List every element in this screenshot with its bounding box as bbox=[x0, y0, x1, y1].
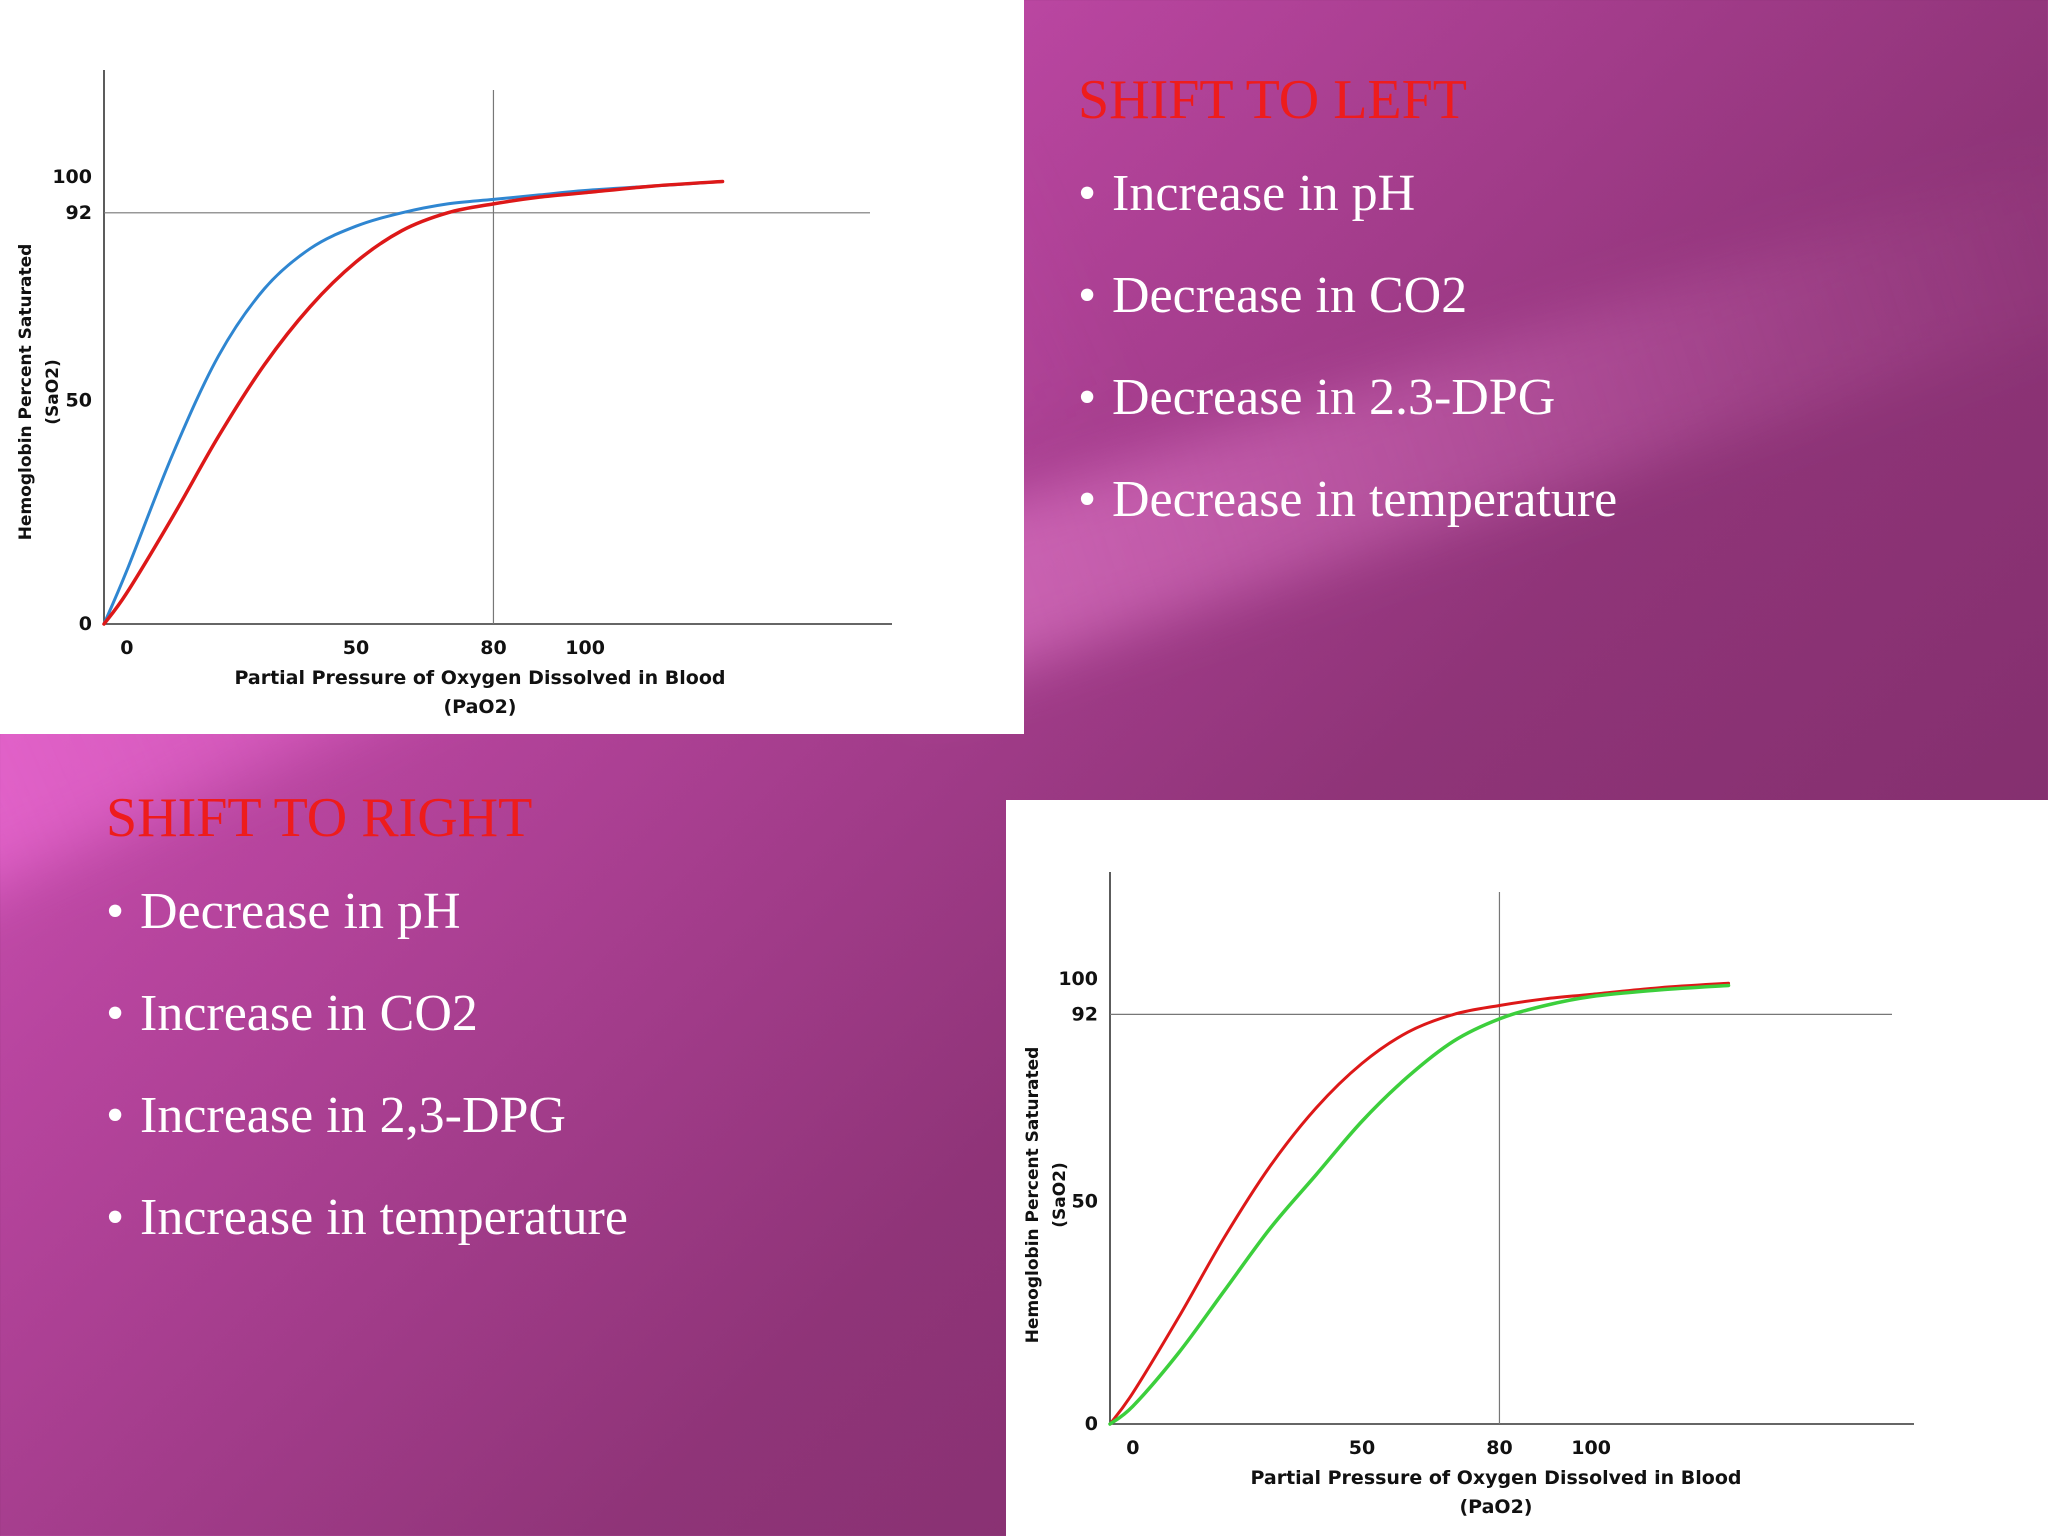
bullet-icon: • bbox=[106, 1189, 125, 1246]
list-item: • Increase in pH bbox=[1078, 168, 1617, 220]
x-tick-label: 50 bbox=[1349, 1437, 1375, 1459]
shift-left-list: • Increase in pH • Decrease in CO2 • Decrea… bbox=[1078, 168, 1617, 526]
y-axis-label: Hemoglobin Percent Saturated bbox=[16, 244, 36, 541]
list-item: • Increase in 2,3-DPG bbox=[106, 1090, 628, 1142]
y-tick-label: 0 bbox=[79, 613, 92, 635]
oxygen-dissociation-chart-left-shift: 0 50 92 100 0 50 80 100 Partial Pressure of Oxyg… bbox=[16, 70, 892, 718]
y-tick-label: 50 bbox=[1072, 1190, 1098, 1212]
y-tick-label: 50 bbox=[66, 390, 92, 412]
x-tick-label: 80 bbox=[480, 637, 506, 659]
x-tick-label: 50 bbox=[343, 637, 369, 659]
y-axis-sublabel: (SaO2) bbox=[43, 359, 63, 425]
series-line-2 bbox=[1108, 983, 1731, 1426]
bullet-text: Increase in temperature bbox=[140, 1189, 628, 1246]
chart-panel-right-shift: 0 50 92 100 0 50 80 100 Partial Pressure of Oxyg… bbox=[1006, 800, 2048, 1536]
bullet-icon: • bbox=[1078, 165, 1097, 222]
y-tick-label: 92 bbox=[66, 202, 92, 224]
bullet-icon: • bbox=[1078, 369, 1097, 426]
bullet-icon: • bbox=[1078, 267, 1097, 324]
x-axis-label: Partial Pressure of Oxygen Dissolved in … bbox=[234, 667, 725, 689]
list-item: • Increase in CO2 bbox=[106, 988, 628, 1040]
chart-panel-left-shift: 0 50 92 100 0 50 80 100 Partial Pressure of Oxyg… bbox=[0, 0, 1024, 734]
shift-right-block: SHIFT TO RIGHT • Decrease in pH • Increase… bbox=[106, 790, 628, 1294]
x-axis-sublabel: (PaO2) bbox=[1460, 1496, 1533, 1518]
x-tick-label: 0 bbox=[1126, 1437, 1139, 1459]
list-item: • Decrease in CO2 bbox=[1078, 270, 1617, 322]
x-axis-label: Partial Pressure of Oxygen Dissolved in … bbox=[1250, 1467, 1741, 1489]
y-axis-label: Hemoglobin Percent Saturated bbox=[1023, 1047, 1043, 1344]
shift-left-block: SHIFT TO LEFT • Increase in pH • Decrease … bbox=[1078, 72, 1617, 576]
list-item: • Increase in temperature bbox=[106, 1192, 628, 1244]
bullet-text: Decrease in pH bbox=[140, 883, 461, 940]
list-item: • Decrease in pH bbox=[106, 886, 628, 938]
bullet-icon: • bbox=[106, 985, 125, 1042]
x-tick-label: 100 bbox=[565, 637, 605, 659]
x-axis-sublabel: (PaO2) bbox=[444, 696, 517, 718]
shift-right-heading: SHIFT TO RIGHT bbox=[106, 787, 533, 849]
bullet-icon: • bbox=[1078, 471, 1097, 528]
bullet-icon: • bbox=[106, 1087, 125, 1144]
x-tick-label: 100 bbox=[1571, 1437, 1611, 1459]
y-axis-sublabel: (SaO2) bbox=[1050, 1162, 1070, 1228]
shift-left-heading: SHIFT TO LEFT bbox=[1078, 69, 1467, 131]
y-tick-label: 92 bbox=[1072, 1003, 1098, 1025]
y-tick-label: 100 bbox=[1058, 968, 1098, 990]
x-tick-label: 80 bbox=[1486, 1437, 1512, 1459]
series-line-1 bbox=[1108, 981, 1731, 1426]
y-tick-label: 0 bbox=[1085, 1413, 1098, 1435]
list-item: • Decrease in temperature bbox=[1078, 474, 1617, 526]
bullet-text: Decrease in CO2 bbox=[1112, 267, 1468, 324]
oxygen-dissociation-chart-right-shift: 0 50 92 100 0 50 80 100 Partial Pressure of Oxyg… bbox=[1023, 872, 1914, 1518]
bullet-text: Increase in CO2 bbox=[140, 985, 478, 1042]
bullet-icon: • bbox=[106, 883, 125, 940]
series-line-1 bbox=[102, 180, 725, 626]
bullet-text: Decrease in 2.3-DPG bbox=[1112, 369, 1556, 426]
x-tick-label: 0 bbox=[120, 637, 133, 659]
list-item: • Decrease in 2.3-DPG bbox=[1078, 372, 1617, 424]
series-line-2 bbox=[102, 179, 725, 626]
bullet-text: Decrease in temperature bbox=[1112, 471, 1618, 528]
shift-right-list: • Decrease in pH • Increase in CO2 • Increa… bbox=[106, 886, 628, 1244]
bullet-text: Increase in pH bbox=[1112, 165, 1416, 222]
bullet-text: Increase in 2,3-DPG bbox=[140, 1087, 566, 1144]
y-tick-label: 100 bbox=[52, 166, 92, 188]
